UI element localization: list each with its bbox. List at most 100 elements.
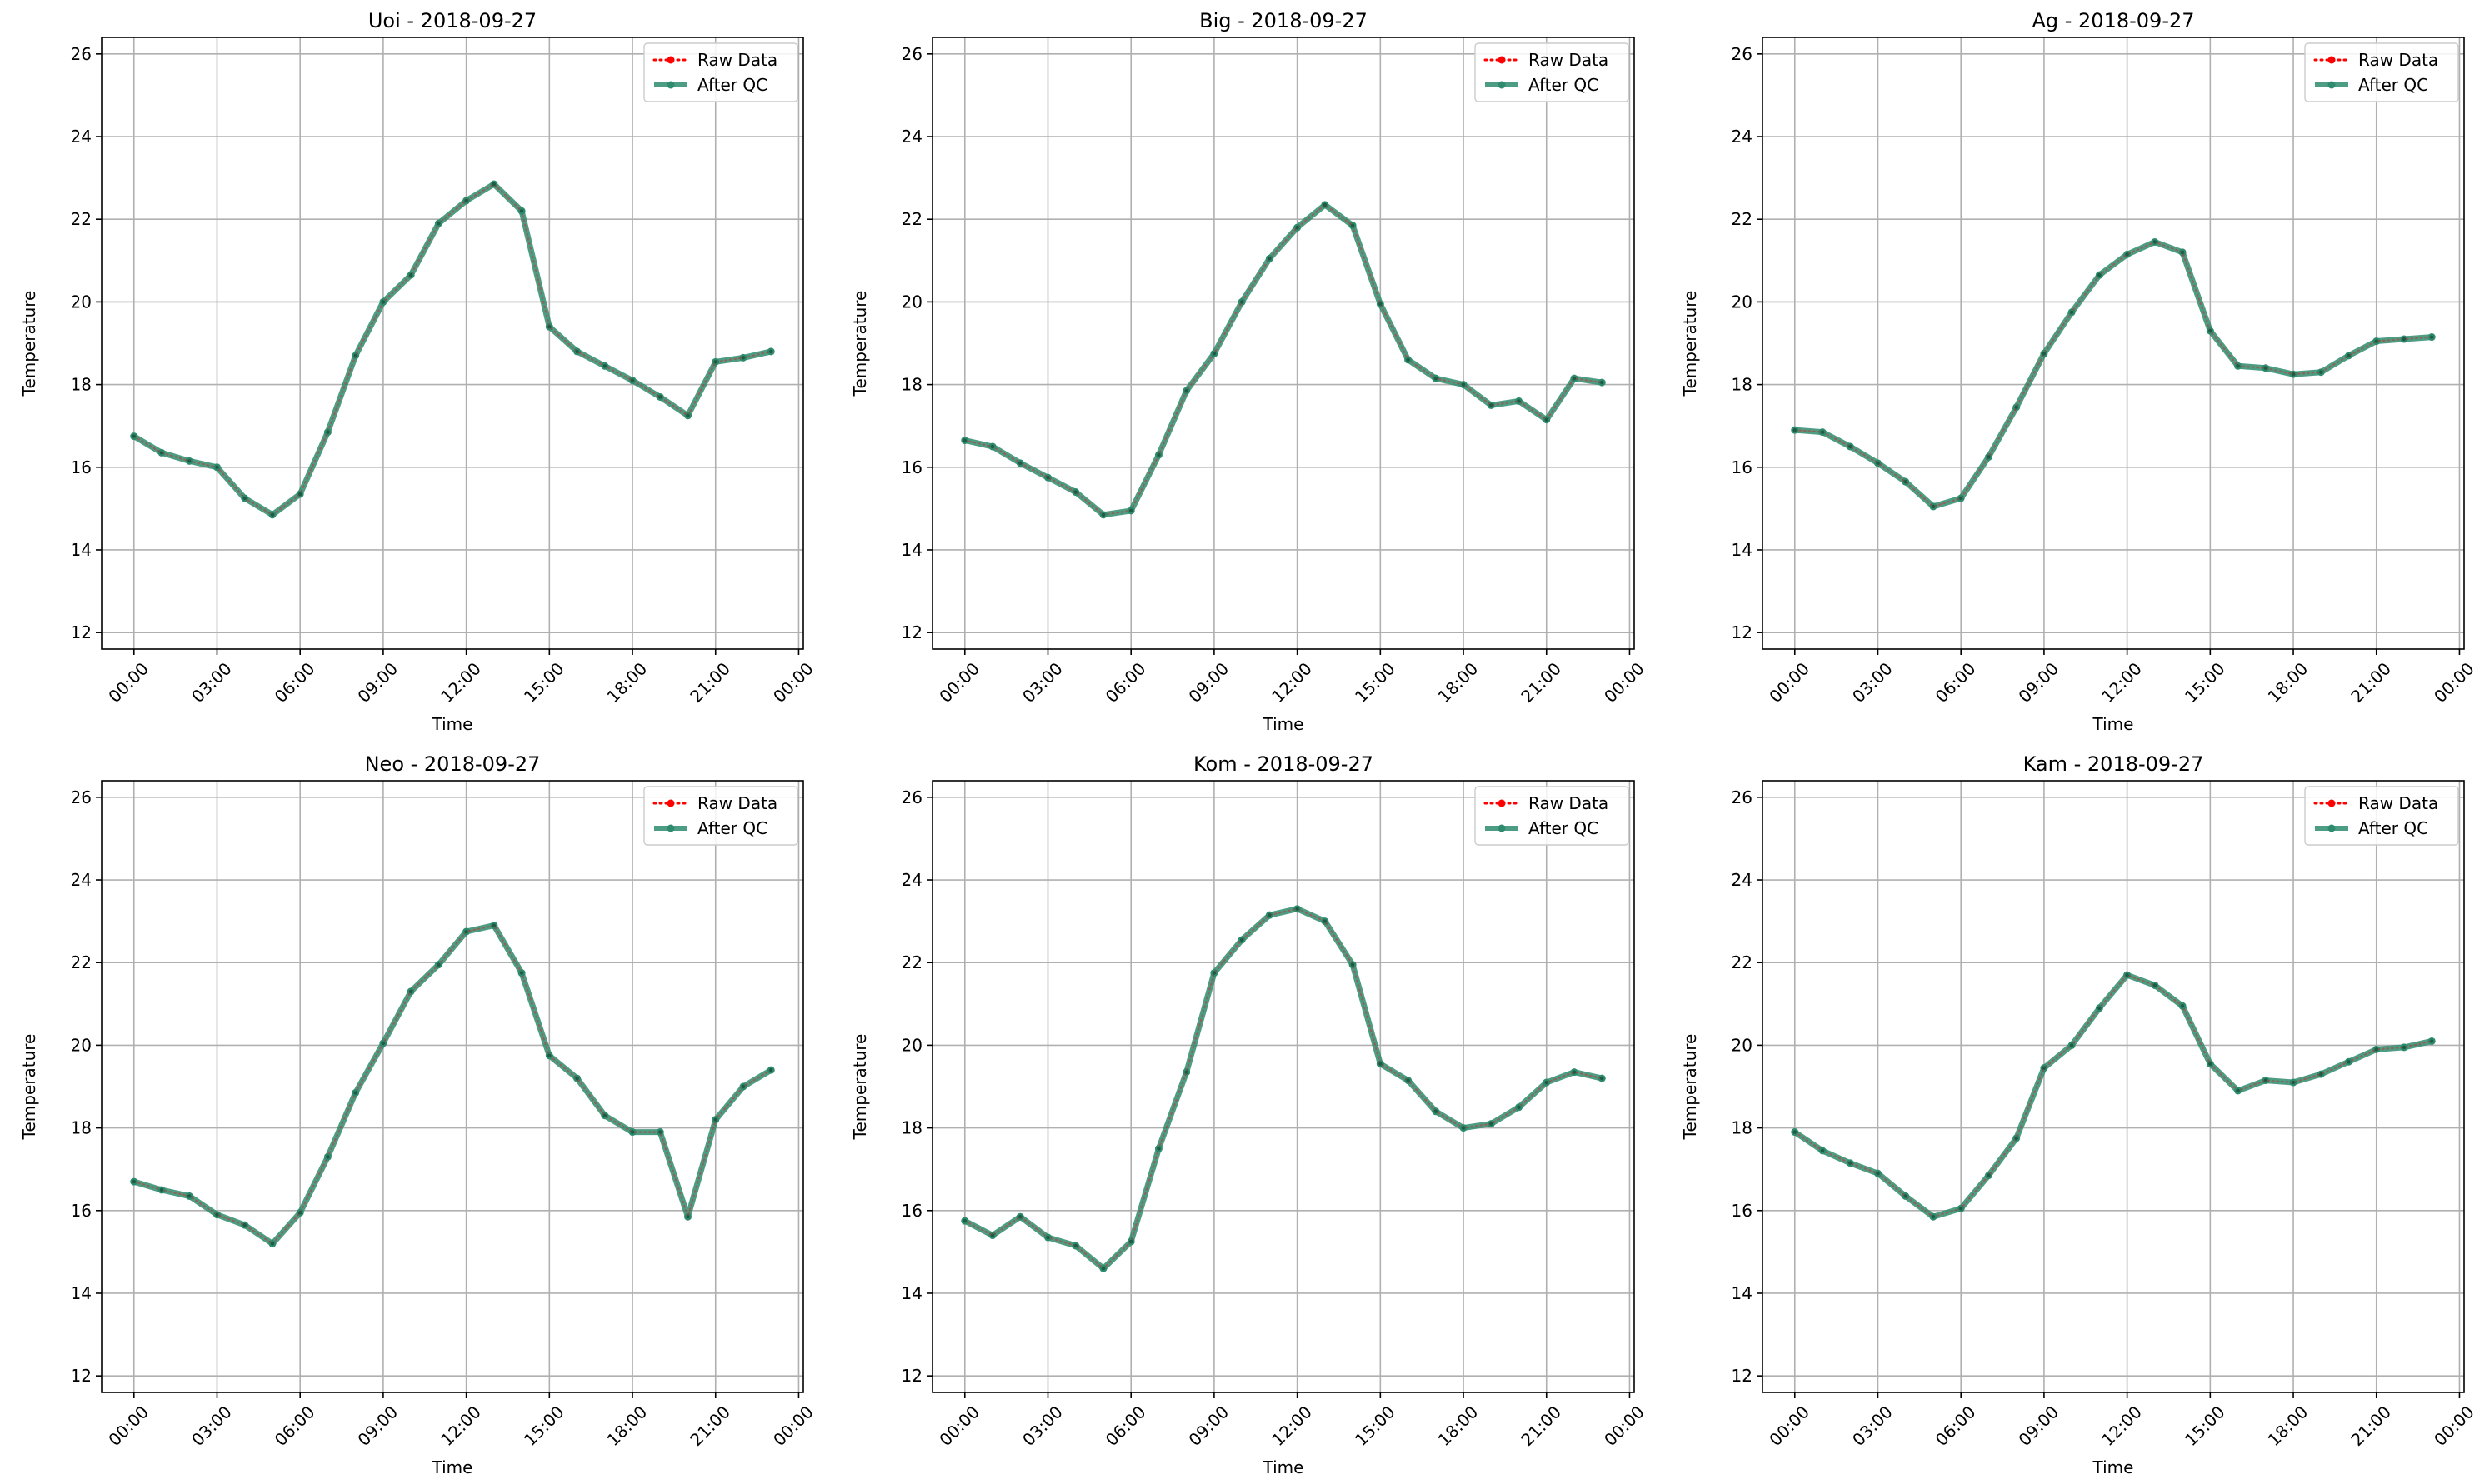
legend-raw-marker — [2328, 799, 2336, 807]
raw-data-point — [602, 1113, 608, 1117]
raw-data-point — [1544, 1080, 1548, 1085]
y-tick-label: 16 — [902, 457, 922, 477]
x-tick-label: 21:00 — [686, 1402, 734, 1450]
x-tick-label: 06:00 — [271, 1402, 319, 1450]
raw-data-point — [1101, 1267, 1106, 1271]
x-axis-label: Time — [1262, 1457, 1304, 1477]
raw-data-point — [713, 1117, 718, 1122]
legend-raw-label: Raw Data — [2358, 793, 2438, 813]
raw-data-point — [326, 1155, 330, 1159]
y-tick-label: 22 — [71, 952, 92, 972]
raw-data-point — [962, 438, 967, 442]
y-tick-label: 12 — [1732, 622, 1752, 642]
raw-data-point — [1239, 300, 1244, 304]
raw-data-point — [2125, 252, 2129, 257]
x-axis-label: Time — [1262, 714, 1304, 734]
raw-data-point — [548, 324, 552, 329]
x-tick-label: 09:00 — [353, 1402, 402, 1450]
subplot-3: 12 14 16 18 20 22 24 26 00:00 03:00 06:00 09:00 12:0… — [1680, 9, 2478, 734]
raw-data-point — [132, 434, 136, 438]
y-tick-label: 12 — [902, 622, 922, 642]
raw-data-point — [437, 221, 441, 226]
raw-data-point — [1517, 1105, 1521, 1109]
x-tick-label: 21:00 — [1517, 1402, 1565, 1450]
raw-data-point — [1489, 1122, 1493, 1126]
raw-data-point — [1184, 388, 1188, 393]
legend-raw-label: Raw Data — [1528, 50, 1608, 70]
x-tick-label: 21:00 — [686, 658, 734, 707]
y-tick-label: 26 — [71, 44, 92, 64]
series-after-qc — [1791, 971, 2436, 1221]
series-after-qc — [961, 201, 1606, 519]
x-tick-label: 09:00 — [2014, 658, 2062, 707]
raw-data-point — [242, 496, 247, 501]
raw-data-point — [769, 349, 773, 354]
raw-data-point — [2042, 352, 2047, 356]
raw-data-point — [658, 395, 662, 399]
y-axis-label: Temperature — [1680, 291, 1700, 397]
x-tick-label: 18:00 — [603, 658, 652, 707]
y-tick-label: 22 — [1732, 209, 1752, 229]
raw-data-point — [2319, 1072, 2323, 1077]
x-tick-label: 09:00 — [1184, 1402, 1232, 1450]
raw-data-point — [2374, 339, 2378, 343]
raw-data-point — [1572, 376, 1577, 381]
y-tick-label: 16 — [1732, 457, 1752, 477]
raw-data-point — [1572, 1070, 1577, 1074]
series-raw-data — [1792, 972, 2434, 1219]
x-tick-label: 12:00 — [437, 1402, 485, 1450]
raw-data-point — [1987, 455, 1991, 459]
raw-data-point — [242, 1222, 247, 1227]
plot-area — [102, 781, 803, 1392]
raw-data-point — [1212, 352, 1217, 356]
x-tick-label: 00:00 — [769, 1402, 818, 1450]
axes-frame — [932, 37, 1635, 650]
raw-data-point — [2291, 372, 2296, 377]
x-tick-label: 00:00 — [2430, 1402, 2478, 1450]
x-tick-label: 15:00 — [2181, 658, 2229, 707]
raw-data-point — [298, 492, 302, 497]
plot-area — [1762, 781, 2464, 1392]
legend-qc-marker — [667, 81, 675, 89]
chart-title: Uoi - 2018-09-27 — [368, 9, 537, 32]
raw-data-point — [1958, 496, 1963, 501]
y-axis-label: Temperature — [1680, 1034, 1700, 1141]
raw-data-point — [1903, 1194, 1908, 1198]
raw-data-point — [1876, 461, 1880, 466]
after-qc-line — [963, 906, 1602, 1272]
raw-data-point — [159, 451, 164, 455]
y-tick-label: 16 — [1732, 1201, 1752, 1221]
after-qc-line — [1792, 972, 2432, 1220]
series-raw-data — [132, 923, 773, 1246]
y-tick-label: 24 — [1732, 127, 1752, 147]
x-axis-label: Time — [432, 714, 473, 734]
raw-data-point — [658, 1130, 662, 1134]
raw-data-point — [381, 1041, 386, 1046]
x-tick-label: 00:00 — [769, 658, 818, 707]
raw-data-point — [2402, 1045, 2407, 1050]
y-tick-label: 20 — [902, 292, 922, 312]
x-tick-label: 00:00 — [1765, 1402, 1813, 1450]
axes-frame — [1762, 780, 2465, 1393]
raw-data-point — [1987, 1173, 1991, 1177]
raw-data-point — [353, 1091, 358, 1095]
legend: Raw Data After QC — [643, 42, 798, 102]
raw-data-point — [1322, 202, 1328, 207]
y-tick-label: 18 — [1732, 375, 1752, 395]
raw-data-line — [132, 182, 772, 517]
raw-data-point — [2069, 310, 2074, 315]
raw-data-point — [464, 929, 468, 934]
raw-data-point — [548, 1053, 552, 1058]
raw-data-point — [602, 364, 608, 368]
axes-frame — [932, 780, 1635, 1393]
raw-data-point — [326, 430, 330, 434]
x-tick-label: 03:00 — [188, 1402, 236, 1450]
legend-raw-label: Raw Data — [1528, 793, 1608, 813]
plot-area — [102, 37, 803, 649]
raw-data-point — [1046, 475, 1050, 480]
raw-data-point — [1600, 380, 1604, 385]
raw-data-point — [215, 465, 219, 469]
x-tick-label: 00:00 — [1765, 658, 1813, 707]
y-tick-label: 12 — [71, 622, 92, 642]
legend-qc-label: After QC — [698, 75, 768, 95]
